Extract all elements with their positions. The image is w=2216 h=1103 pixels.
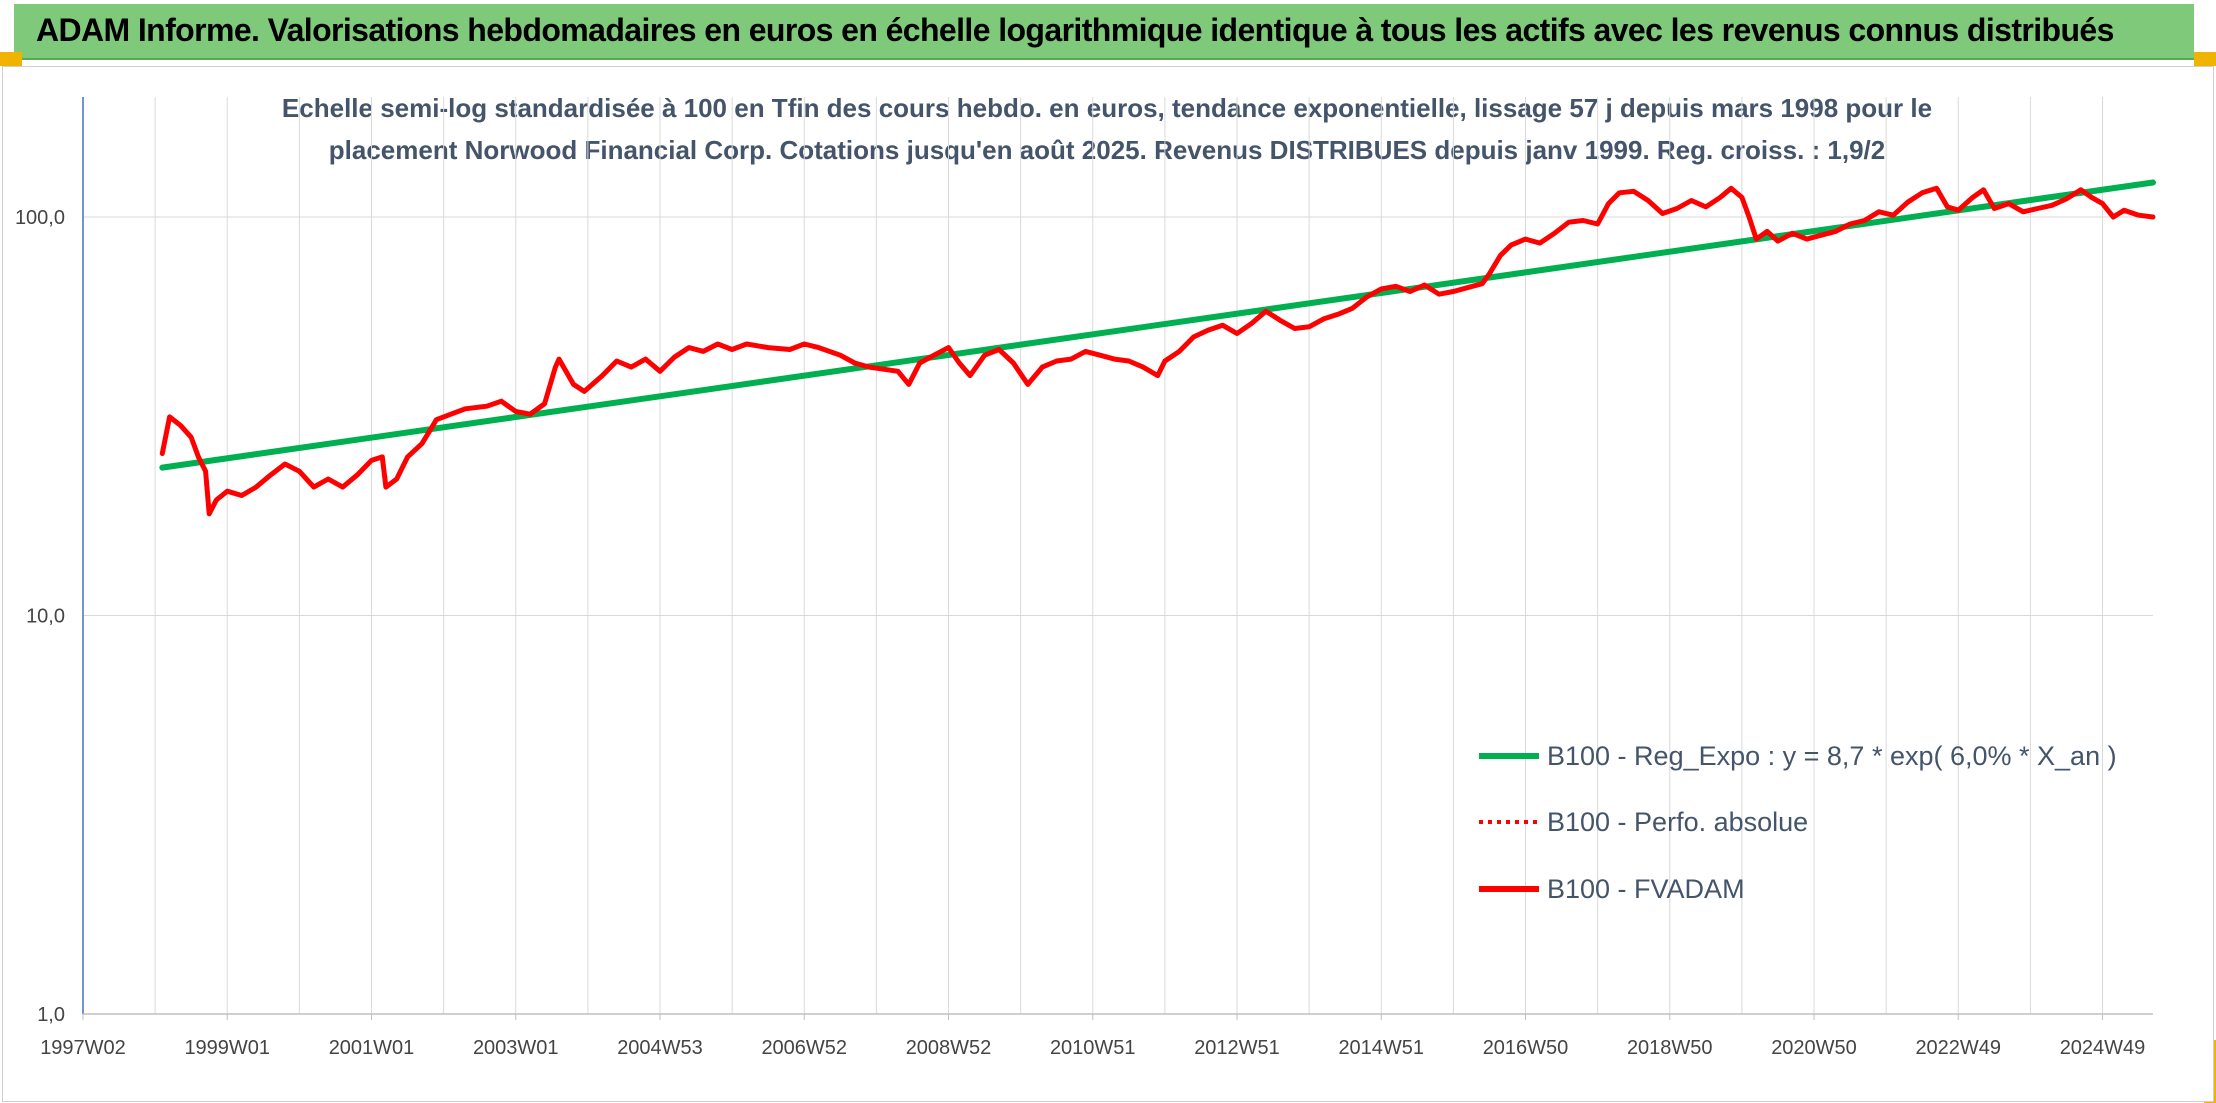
x-tick-label: 2010W51 <box>1050 1037 1136 1059</box>
x-tick-label: 2022W49 <box>1915 1037 2001 1059</box>
chart-subtitle-line-1: Echelle semi-log standardisée à 100 en T… <box>282 93 1932 123</box>
legend-entry: B100 - Perfo. absolue <box>1547 807 1808 837</box>
x-tick-label: 2024W49 <box>2060 1037 2146 1059</box>
y-tick-label: 1,0 <box>37 1004 65 1026</box>
trend-line <box>159 179 2156 471</box>
x-tick-label: 2001W01 <box>329 1037 415 1059</box>
x-tick-label: 1997W02 <box>40 1037 126 1059</box>
x-tick-label: 2006W52 <box>761 1037 847 1059</box>
report-banner: ADAM Informe. Valorisations hebdomadaire… <box>14 4 2194 60</box>
x-tick-label: 2020W50 <box>1771 1037 1857 1059</box>
x-tick-label: 2004W53 <box>617 1037 703 1059</box>
axis-layer: 1,0 10,0 100,0 1997W02 1999W01 2001W01 2003W01… <box>15 97 2153 1059</box>
chart-legend: B100 - Reg_Expo : y = 8,7 * exp( 6,0% * … <box>1479 741 2117 904</box>
chart-area: Echelle semi-log standardisée à 100 en T… <box>2 66 2214 1102</box>
y-tick-label: 100,0 <box>15 207 65 229</box>
x-tick-label: 2018W50 <box>1627 1037 1713 1059</box>
x-tick-label: 2003W01 <box>473 1037 559 1059</box>
report-title: ADAM Informe. Valorisations hebdomadaire… <box>36 12 2114 48</box>
price-line <box>159 185 2156 517</box>
chart-svg: Echelle semi-log standardisée à 100 en T… <box>15 93 2156 1059</box>
series-layer <box>159 179 2156 517</box>
x-tick-label: 2008W52 <box>906 1037 992 1059</box>
x-tick-label: 2014W51 <box>1338 1037 1424 1059</box>
x-tick-label: 2012W51 <box>1194 1037 1280 1059</box>
corner-accent-top-right <box>2194 52 2216 66</box>
legend-entry: B100 - Reg_Expo : y = 8,7 * exp( 6,0% * … <box>1547 741 2117 771</box>
x-tick-label: 2016W50 <box>1483 1037 1569 1059</box>
chart-subtitle-line-2: placement Norwood Financial Corp. Cotati… <box>329 135 1885 165</box>
x-tick-label: 1999W01 <box>184 1037 270 1059</box>
corner-accent-top-left <box>0 52 22 66</box>
grid-layer <box>82 97 2153 1015</box>
y-tick-label: 10,0 <box>26 605 65 627</box>
legend-entry: B100 - FVADAM <box>1547 874 1745 904</box>
